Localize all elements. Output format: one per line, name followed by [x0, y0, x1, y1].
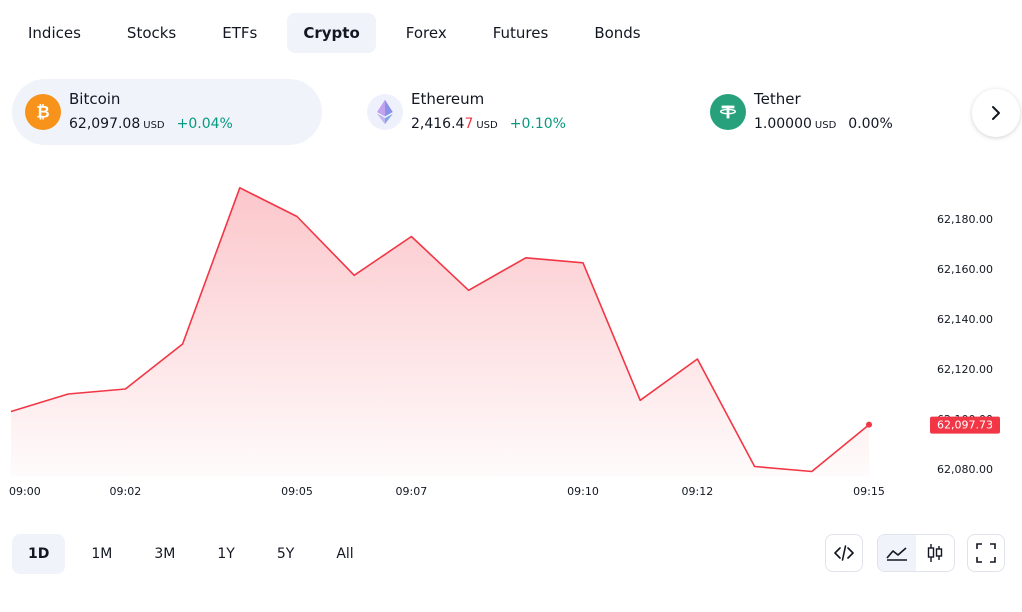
- x-tick-label: 09:12: [682, 485, 714, 498]
- ticker-price: 62,097.08: [69, 116, 141, 132]
- tab-futures[interactable]: Futures: [492, 24, 549, 42]
- ticker-name: Bitcoin: [69, 90, 121, 108]
- area-chart-icon: [886, 547, 907, 561]
- range-5y[interactable]: 5Y: [276, 546, 295, 562]
- ticker-card-bitcoin[interactable]: ₿ Bitcoin 62,097.08 USD +0.04%: [12, 79, 322, 145]
- x-tick-label: 09:07: [396, 485, 428, 498]
- ethereum-icon: [367, 94, 403, 130]
- tab-indices[interactable]: Indices: [28, 24, 81, 42]
- chevron-right-icon: [992, 106, 1000, 120]
- range-1m[interactable]: 1M: [91, 546, 113, 562]
- last-price-point: [866, 421, 872, 428]
- ticker-currency: USD: [143, 120, 165, 131]
- ticker-change: +0.04%: [176, 116, 233, 132]
- ticker-card-ethereum[interactable]: Ethereum 2,416.4 7 USD +0.10%: [354, 79, 654, 145]
- ticker-price: 1.00000: [754, 116, 812, 132]
- tether-icon: [710, 94, 746, 130]
- ticker-change: 0.00%: [848, 116, 893, 132]
- x-tick-label: 09:05: [281, 485, 313, 498]
- next-tickers-button[interactable]: [972, 89, 1020, 137]
- fullscreen-button[interactable]: [967, 534, 1005, 572]
- y-tick-label: 62,160.00: [937, 263, 993, 276]
- ticker-change: +0.10%: [509, 116, 566, 132]
- y-tick-label: 62,080.00: [937, 463, 993, 476]
- ticker-name: Ethereum: [411, 90, 485, 108]
- embed-code-icon: [834, 545, 854, 561]
- market-tabs: Indices Stocks ETFs Crypto Forex Futures…: [12, 13, 671, 53]
- price-chart[interactable]: 62,180.0062,160.0062,140.0062,120.0062,1…: [0, 160, 1022, 505]
- x-tick-label: 09:10: [567, 485, 599, 498]
- x-tick-label: 09:15: [853, 485, 885, 498]
- tab-etfs[interactable]: ETFs: [222, 24, 258, 42]
- fullscreen-icon: [976, 543, 996, 563]
- ticker-price-main: 2,416.4: [411, 116, 465, 132]
- bitcoin-icon: ₿: [25, 94, 61, 130]
- embed-button[interactable]: [825, 534, 863, 572]
- ticker-price-last-digit: 7: [464, 116, 474, 132]
- price-area: [11, 187, 869, 477]
- last-price-text: 62,097.73: [937, 419, 993, 432]
- range-1y[interactable]: 1Y: [217, 546, 235, 562]
- area-style-button[interactable]: [878, 535, 916, 571]
- y-tick-label: 62,180.00: [937, 213, 993, 226]
- y-axis: 62,180.0062,160.0062,140.0062,120.0062,1…: [937, 213, 993, 476]
- ticker-card-tether[interactable]: Tether 1.00000 USD 0.00%: [697, 79, 957, 145]
- y-tick-label: 62,120.00: [937, 363, 993, 376]
- candles-style-button[interactable]: [916, 535, 954, 571]
- ticker-name: Tether: [754, 90, 801, 108]
- y-tick-label: 62,140.00: [937, 313, 993, 326]
- price-points: [866, 421, 872, 428]
- ticker-currency: USD: [814, 120, 837, 131]
- ticker-strip: ₿ Bitcoin 62,097.08 USD +0.04% Ethereum …: [12, 79, 1022, 145]
- range-3m[interactable]: 3M: [154, 546, 176, 562]
- chart-style-toggle: [877, 534, 955, 572]
- range-selector: 1D 1M 3M 1Y 5Y All: [12, 534, 380, 574]
- price-line: [10, 187, 870, 473]
- range-1d[interactable]: 1D: [12, 534, 66, 574]
- ticker-currency: USD: [476, 120, 498, 131]
- tab-forex[interactable]: Forex: [405, 24, 447, 42]
- last-price-badge: [930, 416, 1000, 434]
- candles-icon: [927, 544, 943, 562]
- tab-crypto[interactable]: Crypto: [287, 13, 376, 53]
- x-tick-label: 09:02: [110, 485, 142, 498]
- svg-text:₿: ₿: [36, 103, 49, 122]
- x-tick-label: 09:00: [9, 485, 41, 498]
- range-all[interactable]: All: [336, 546, 354, 562]
- tab-stocks[interactable]: Stocks: [126, 24, 177, 42]
- x-axis: 09:00 09:02 09:05 09:07 09:10 09:12 09:15: [9, 485, 885, 498]
- tab-bonds[interactable]: Bonds: [594, 24, 641, 42]
- last-price-label: 62,097.73: [930, 416, 1000, 434]
